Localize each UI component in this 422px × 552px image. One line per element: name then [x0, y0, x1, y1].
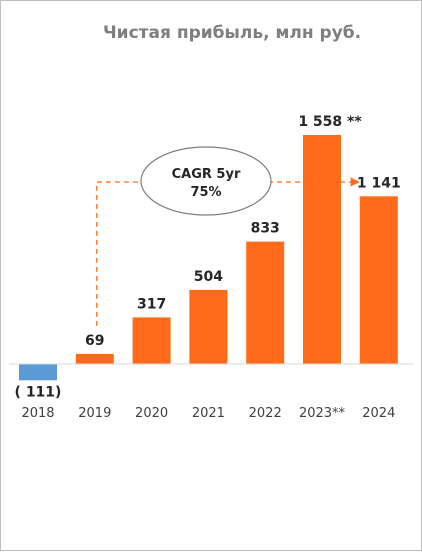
value-label-2021: 504 [194, 269, 223, 285]
x-tick-label-2024: 2024 [362, 406, 395, 421]
cagr-ellipse [140, 146, 272, 216]
bar-2022 [246, 241, 285, 364]
value-label-2023: 1 558 ** [298, 114, 362, 130]
labels-layer: ( 111) 2018 69 2019 317 2020 504 2021 833 2022 1 5… [15, 114, 401, 421]
value-label-2022: 833 [251, 221, 280, 237]
x-tick-label-2020: 2020 [135, 406, 168, 421]
bar-2023 [303, 135, 341, 364]
bar-2021 [189, 289, 228, 364]
value-label-2020: 317 [137, 296, 166, 312]
bar-2018 [19, 364, 57, 381]
bars-layer [19, 135, 398, 381]
x-tick-label-2022: 2022 [249, 406, 282, 421]
cagr-label: CAGR 5yr [172, 167, 241, 182]
value-label-2018: ( 111) [15, 384, 62, 400]
bar-2024 [359, 196, 398, 364]
cagr-value: 75% [190, 185, 221, 200]
value-label-2024: 1 141 [357, 175, 401, 191]
x-tick-label-2019: 2019 [78, 406, 111, 421]
chart-title: Чистая прибыль, млн руб. [103, 23, 361, 43]
x-tick-label-2021: 2021 [192, 406, 225, 421]
value-label-2019: 69 [85, 333, 104, 349]
x-tick-label-2018: 2018 [21, 406, 54, 421]
bar-2019 [75, 353, 114, 364]
cagr-annotation: CAGR 5yr 75% [96, 146, 360, 326]
bar-2020 [132, 317, 171, 364]
x-tick-label-2023: 2023** [299, 406, 346, 421]
